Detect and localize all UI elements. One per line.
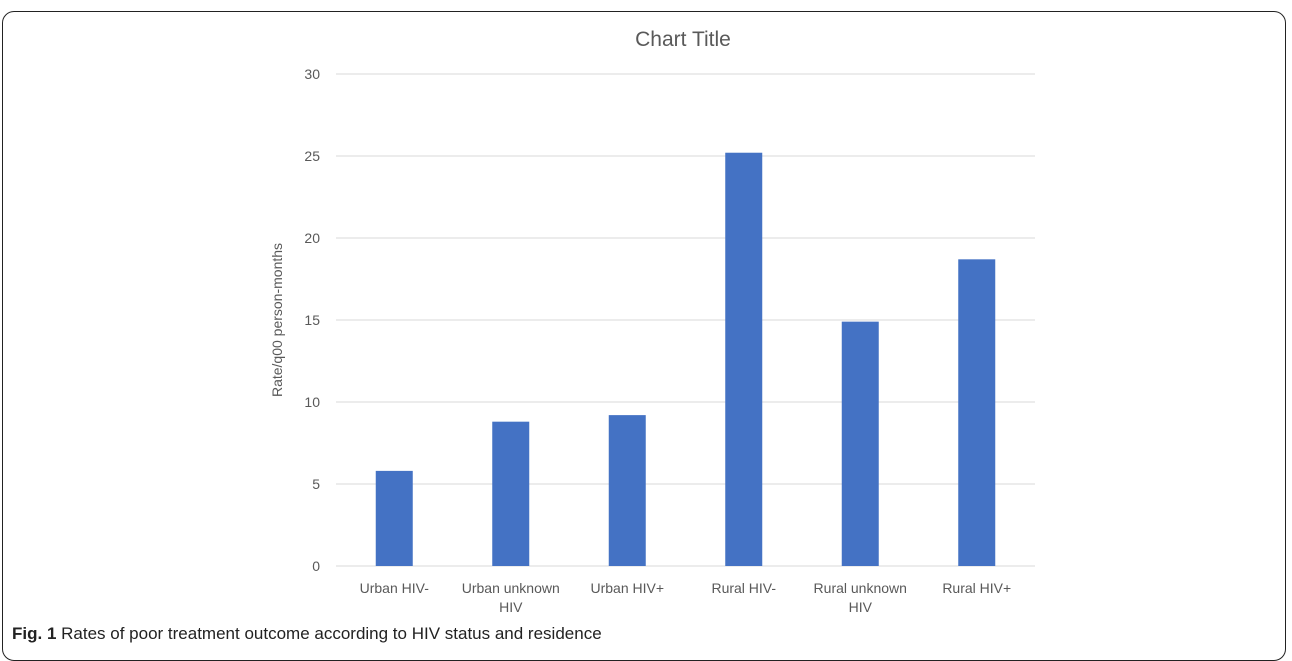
x-tick-label: Rural HIV+ <box>942 580 1011 596</box>
y-tick-label: 15 <box>304 312 320 328</box>
x-tick-label: Rural unknown <box>814 580 907 596</box>
x-tick-label: Urban HIV+ <box>590 580 664 596</box>
bar <box>492 421 530 566</box>
x-tick-label: HIV <box>499 599 523 615</box>
y-tick-label: 20 <box>304 230 320 246</box>
caption-text: Rates of poor treatment outcome accordin… <box>56 624 602 643</box>
x-tick-label: Urban unknown <box>462 580 560 596</box>
bar <box>841 321 879 566</box>
y-axis-label: Rate/q00 person-months <box>269 243 285 397</box>
x-tick-label: Rural HIV- <box>711 580 776 596</box>
bar <box>958 259 996 566</box>
bar <box>375 470 413 566</box>
y-tick-label: 5 <box>312 476 320 492</box>
x-tick-label: Urban HIV- <box>360 580 430 596</box>
chart-title: Chart Title <box>635 28 731 51</box>
y-tick-label: 30 <box>304 66 320 82</box>
y-tick-label: 25 <box>304 148 320 164</box>
figure-label: Fig. 1 <box>12 624 57 643</box>
bars <box>375 152 996 566</box>
x-axis-ticks: Urban HIV- Urban unknown HIV Urban HIV+ Rura… <box>360 580 1012 615</box>
x-tick-label: HIV <box>849 599 873 615</box>
y-axis-ticks: 0 5 10 15 20 25 30 <box>304 66 320 574</box>
bar <box>608 415 646 566</box>
gridlines <box>336 73 1035 567</box>
y-tick-label: 10 <box>304 394 320 410</box>
y-tick-label: 0 <box>312 558 320 574</box>
bar <box>725 152 763 566</box>
figure-caption: Fig. 1 Rates of poor treatment outcome a… <box>12 624 602 644</box>
